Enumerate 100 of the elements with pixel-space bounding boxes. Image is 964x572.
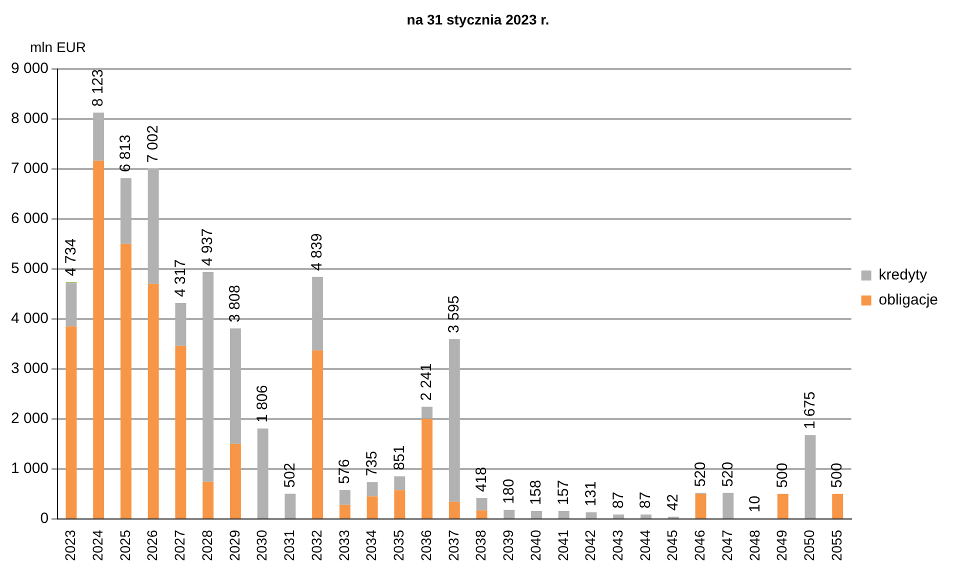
- bar: [312, 350, 324, 518]
- x-tick-label: 2029: [226, 530, 242, 562]
- bar: [804, 435, 816, 518]
- bar: [504, 510, 515, 518]
- x-tick-label: 2045: [664, 530, 680, 562]
- x-tick-label: 2038: [472, 530, 489, 562]
- y-tick-label: 5 000: [10, 260, 49, 277]
- bar: [230, 328, 241, 444]
- total-label: 158: [528, 480, 545, 505]
- total-label: 851: [390, 445, 408, 470]
- bar: [394, 490, 406, 518]
- y-tick-label: 7 000: [10, 160, 49, 177]
- bar: [257, 428, 268, 518]
- total-label: 42: [664, 494, 682, 511]
- x-tick-label: 2033: [336, 530, 352, 562]
- x-tick-label: 2040: [527, 530, 544, 562]
- bar: [422, 418, 433, 518]
- total-label: 520: [692, 462, 709, 487]
- y-tick-label: 0: [40, 510, 49, 527]
- bar: [640, 514, 652, 518]
- y-axis-title: mln EUR: [30, 38, 86, 55]
- total-label: 6 813: [117, 134, 134, 172]
- bar: [93, 160, 104, 518]
- total-label: 576: [336, 459, 354, 484]
- bar: [175, 302, 186, 346]
- bar: [476, 498, 488, 510]
- bar: [312, 276, 324, 350]
- x-tick-label: 2035: [390, 530, 407, 562]
- bar: [366, 482, 378, 496]
- x-tick-label: 2024: [89, 530, 106, 562]
- bar: [695, 494, 706, 518]
- x-tick-label: 2042: [582, 530, 598, 562]
- bar: [120, 244, 132, 518]
- bar: [175, 346, 186, 518]
- bar: [586, 512, 597, 518]
- total-label: 520: [719, 462, 736, 487]
- bar: [66, 326, 77, 518]
- x-tick-label: 2030: [254, 530, 270, 562]
- bar: [93, 112, 104, 161]
- total-label: 180: [500, 478, 518, 504]
- bar: [613, 514, 624, 518]
- bar: [339, 490, 350, 505]
- total-label: 1 806: [254, 384, 271, 423]
- bar: [422, 406, 433, 419]
- y-tick-label: 6 000: [10, 210, 49, 227]
- bar: [531, 510, 542, 518]
- y-tick-label: 3 000: [10, 360, 49, 377]
- total-label: 131: [582, 481, 600, 506]
- bar: [339, 504, 350, 518]
- total-label: 4 734: [62, 238, 80, 276]
- bar: [148, 284, 159, 518]
- legend-label: kredyty: [878, 266, 928, 284]
- x-tick-label: 2026: [144, 530, 160, 562]
- x-tick-label: 2055: [828, 530, 844, 562]
- x-tick-label: 2031: [281, 530, 298, 562]
- x-tick-label: 2023: [62, 530, 78, 562]
- total-label: 2 241: [418, 363, 436, 401]
- x-tick-label: 2034: [363, 530, 380, 562]
- total-label: 500: [828, 462, 846, 488]
- bar: [722, 492, 734, 518]
- bar: [230, 444, 241, 518]
- total-label: 87: [610, 492, 627, 509]
- total-label: 8 123: [90, 69, 107, 107]
- total-label: 1 675: [801, 392, 818, 430]
- x-tick-label: 2047: [718, 530, 735, 562]
- bar: [120, 178, 132, 244]
- total-label: 7 002: [144, 125, 162, 163]
- bar: [284, 494, 296, 518]
- total-label: 4 317: [172, 259, 189, 297]
- total-label: 10: [746, 496, 764, 512]
- bar: [476, 510, 488, 518]
- bar: [202, 482, 214, 518]
- x-tick-label: 2032: [308, 530, 324, 562]
- x-tick-label: 2039: [500, 530, 516, 562]
- total-label: 500: [774, 462, 792, 488]
- total-label: 3 595: [446, 296, 463, 334]
- total-label: 4 839: [308, 233, 326, 271]
- y-tick-label: 9 000: [10, 60, 49, 77]
- bar: [366, 496, 378, 518]
- total-label: 87: [637, 492, 654, 509]
- y-tick-label: 1 000: [10, 460, 49, 477]
- bar: [558, 511, 570, 518]
- total-label: 735: [363, 451, 380, 476]
- x-tick-label: 2043: [610, 530, 626, 562]
- bar: [832, 494, 844, 518]
- x-tick-label: 2046: [692, 530, 708, 562]
- x-tick-label: 2027: [172, 530, 188, 562]
- chart-title: na 31 stycznia 2023 r.: [406, 11, 550, 28]
- y-tick-label: 2 000: [10, 410, 49, 427]
- bar: [66, 283, 77, 326]
- bar: [202, 272, 214, 482]
- total-label: 502: [281, 462, 298, 488]
- bar: [777, 494, 788, 518]
- bar: [394, 476, 406, 490]
- x-tick-label: 2025: [116, 530, 133, 562]
- x-tick-label: 2036: [418, 530, 434, 562]
- x-tick-label: 2028: [198, 530, 215, 562]
- x-tick-label: 2049: [774, 530, 790, 562]
- total-label: 4 937: [199, 228, 216, 266]
- bar: [448, 502, 460, 518]
